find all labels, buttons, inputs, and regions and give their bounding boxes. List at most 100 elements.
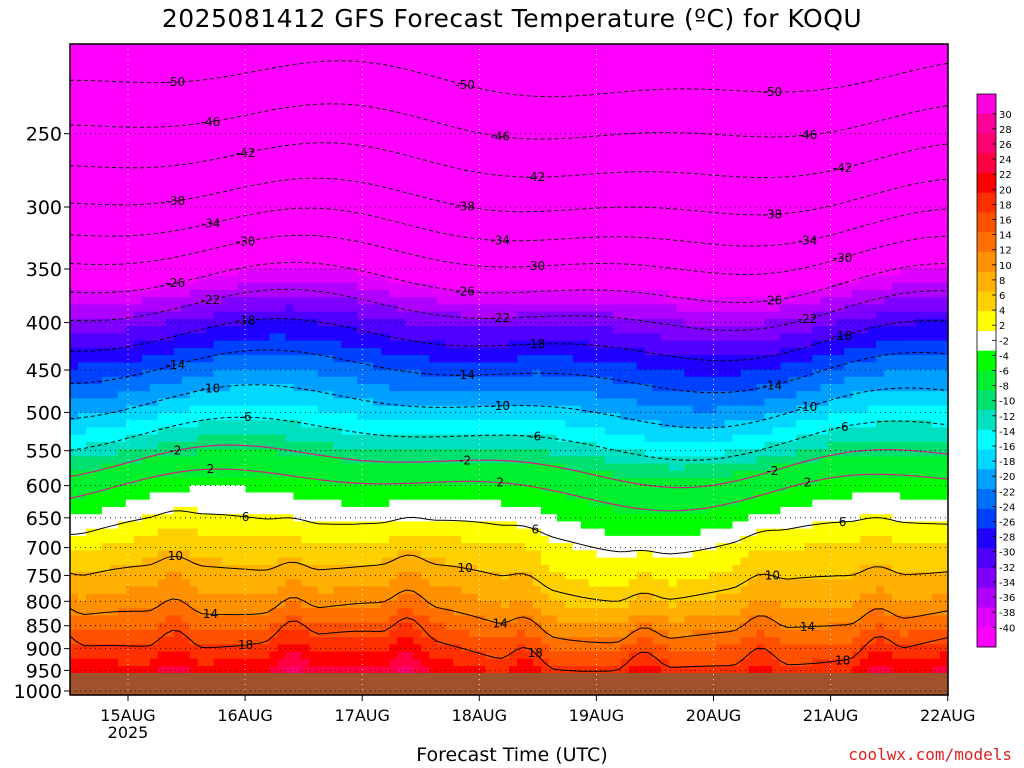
temperature-cell — [85, 138, 95, 146]
temperature-cell — [317, 304, 327, 313]
temperature-cell — [197, 123, 207, 132]
temperature-cell — [325, 116, 334, 125]
temperature-cell — [117, 383, 127, 392]
temperature-cell — [157, 528, 167, 537]
temperature-cell — [141, 564, 151, 573]
temperature-cell — [245, 362, 255, 371]
temperature-cell — [309, 586, 319, 595]
temperature-cell — [221, 116, 231, 125]
temperature-cell — [453, 637, 462, 645]
temperature-cell — [501, 58, 510, 67]
temperature-cell — [317, 130, 327, 139]
temperature-cell — [501, 152, 510, 161]
temperature-cell — [221, 622, 231, 631]
temperature-cell — [157, 347, 167, 356]
temperature-cell — [285, 58, 295, 67]
temperature-cell — [381, 456, 390, 465]
temperature-cell — [101, 239, 111, 248]
temperature-cell — [373, 543, 382, 551]
temperature-cell — [229, 543, 239, 551]
temperature-cell — [365, 427, 374, 436]
temperature-cell — [469, 383, 478, 392]
temperature-cell — [117, 405, 127, 414]
temperature-cell — [229, 224, 239, 233]
temperature-cell — [229, 44, 239, 52]
temperature-cell — [453, 391, 462, 400]
temperature-cell — [205, 340, 215, 349]
temperature-cell — [477, 304, 486, 313]
temperature-cell — [149, 362, 159, 371]
temperature-cell — [501, 94, 510, 103]
temperature-cell — [437, 130, 446, 139]
temperature-cell — [325, 275, 334, 284]
temperature-cell — [301, 369, 311, 378]
temperature-cell — [181, 550, 191, 559]
temperature-cell — [117, 572, 127, 580]
temperature-cell — [149, 434, 159, 443]
temperature-cell — [493, 355, 502, 363]
temperature-cell — [341, 159, 350, 168]
temperature-cell — [445, 72, 454, 81]
temperature-cell — [213, 297, 223, 305]
temperature-cell — [309, 666, 319, 674]
temperature-cell — [365, 492, 374, 501]
temperature-cell — [133, 145, 143, 154]
temperature-cell — [197, 420, 207, 428]
temperature-cell — [197, 644, 207, 653]
temperature-cell — [325, 629, 334, 638]
temperature-cell — [381, 145, 390, 154]
temperature-cell — [317, 666, 327, 674]
temperature-cell — [293, 181, 303, 190]
temperature-cell — [173, 145, 183, 154]
temperature-cell — [229, 355, 239, 363]
temperature-cell — [245, 485, 255, 494]
temperature-cell — [277, 72, 287, 81]
temperature-cell — [421, 391, 430, 400]
temperature-cell — [373, 326, 382, 334]
temperature-cell — [413, 449, 422, 457]
temperature-cell — [93, 485, 103, 494]
temperature-cell — [317, 557, 327, 566]
temperature-cell — [70, 383, 79, 392]
temperature-cell — [373, 275, 382, 284]
temperature-cell — [221, 130, 231, 139]
temperature-cell — [109, 246, 119, 255]
temperature-cell — [77, 340, 87, 349]
temperature-cell — [397, 572, 406, 580]
temperature-cell — [245, 311, 255, 320]
temperature-cell — [189, 383, 199, 392]
temperature-cell — [349, 615, 358, 624]
temperature-cell — [389, 87, 398, 96]
temperature-cell — [85, 145, 95, 154]
temperature-cell — [141, 94, 151, 103]
temperature-cell — [437, 304, 446, 313]
temperature-cell — [381, 246, 390, 255]
temperature-cell — [381, 427, 390, 436]
temperature-cell — [133, 268, 143, 277]
temperature-cell — [381, 340, 390, 349]
temperature-cell — [341, 420, 350, 428]
temperature-cell — [70, 246, 79, 255]
temperature-cell — [109, 593, 119, 602]
temperature-cell — [261, 420, 271, 428]
temperature-cell — [173, 311, 183, 320]
temperature-cell — [189, 224, 199, 233]
temperature-cell — [301, 246, 311, 255]
temperature-cell — [269, 181, 279, 190]
temperature-cell — [165, 232, 175, 240]
temperature-cell — [77, 152, 87, 161]
temperature-cell — [293, 629, 303, 638]
temperature-cell — [301, 579, 311, 588]
temperature-cell — [429, 485, 438, 494]
temperature-cell — [261, 261, 271, 269]
temperature-cell — [277, 297, 287, 305]
temperature-cell — [429, 58, 438, 67]
temperature-cell — [261, 608, 271, 617]
temperature-cell — [157, 188, 167, 197]
temperature-cell — [77, 159, 87, 168]
temperature-cell — [453, 195, 462, 204]
temperature-cell — [109, 666, 119, 674]
temperature-cell — [101, 572, 111, 580]
temperature-cell — [421, 666, 430, 674]
temperature-cell — [229, 347, 239, 356]
